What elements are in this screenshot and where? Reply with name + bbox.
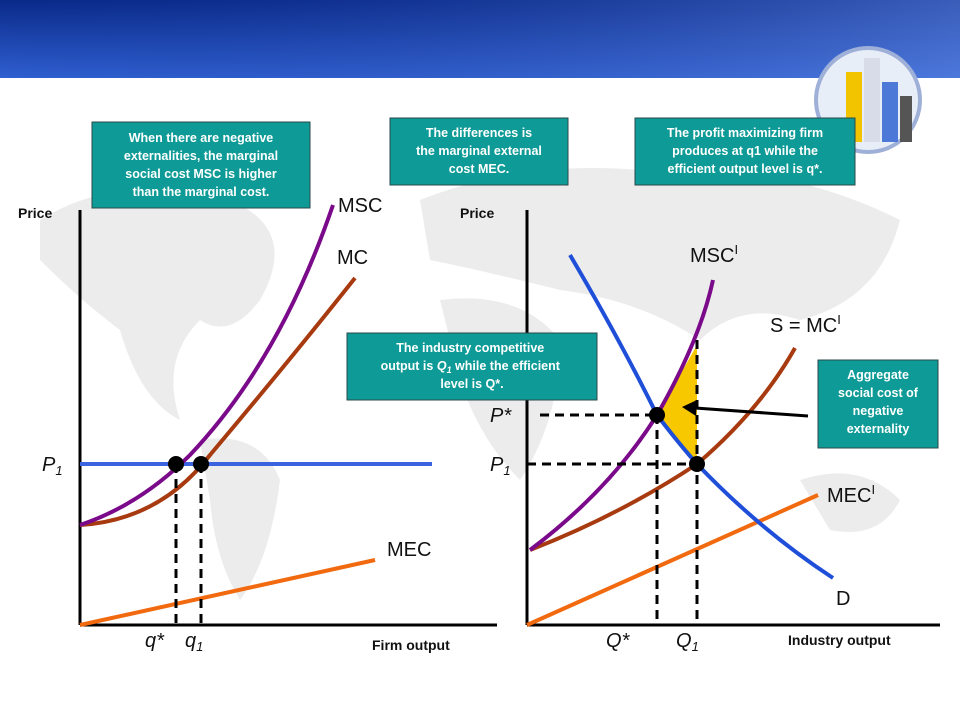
text-part: while the efficient [452,359,561,373]
note-text: The industry competitive output is Q1 wh… [381,341,564,391]
quantity-label: q1 [185,630,203,654]
x-label: Firm output [372,637,450,653]
mec-curve [79,558,376,627]
text-part: social cost of [838,386,919,400]
text-part: P [42,454,56,476]
point [168,456,184,472]
text-part: level is Q*. [440,377,503,391]
text-part: externalities, the marginal [124,149,278,163]
price-label: P1 [42,454,63,478]
msc-curve [79,204,335,527]
note-text: When there are negative externalities, th… [124,131,278,199]
demand-curve [568,253,835,580]
text-part: externality [847,422,910,436]
mec-curve [526,493,819,627]
text-part: Aggregate [847,368,909,382]
text-part: efficient output level is q*. [668,162,823,176]
arrow-head [682,400,697,416]
quantity-label: Q* [606,630,631,652]
text-part: produces at q1 while the [672,144,818,158]
text-part: I [871,482,875,497]
text-part: MEC [827,485,871,507]
note-box: When there are negative externalities, th… [91,121,311,209]
text-part: the marginal external [416,144,542,158]
note-box: The industry competitive output is Q1 wh… [346,332,598,401]
curve-label: S = MCI [770,312,841,337]
text-part: cost MEC. [449,162,509,176]
note-text: The differences is the marginal external c… [416,126,542,176]
note-box: The differences is the marginal external c… [389,117,569,186]
text-part: output is [381,359,437,373]
note-box: The profit maximizing firm produces at q1… [634,117,856,186]
text-part: social cost MSC is higher [125,167,277,181]
text-part: P [490,454,504,476]
curve-label: MEC [387,539,431,561]
arrow [694,406,809,418]
text-part: Q [437,359,447,373]
text-part: I [734,242,738,257]
curve-label: MECI [827,482,875,507]
world-map [40,168,900,600]
mc-curve [79,276,357,527]
curve-label: MSCI [690,242,738,267]
text-part: 1 [447,365,452,375]
note-box: Aggregate social cost of negative externali… [817,359,939,449]
text-part: than the marginal cost. [133,185,270,199]
curve-label: D [836,588,850,610]
industry-panel: Price Industry output MSCI S = MCI MECI … [460,205,940,654]
quantity-label: Q1 [676,630,699,654]
text-part: The profit maximizing firm [667,126,823,140]
text-part: 1 [503,463,510,478]
point [649,407,665,423]
text-part: negative [853,404,904,418]
text-part: MSC [690,245,734,267]
curve-label: MC [337,247,368,269]
text-part: I [837,312,841,327]
quantity-label: q* [145,630,165,652]
text-part: The differences is [426,126,532,140]
text-part: S = MC [770,315,837,337]
y-label: Price [460,205,494,221]
text-part: q [185,630,196,652]
header-shine [0,0,960,78]
text-part: Q [676,630,692,652]
note-text: The profit maximizing firm produces at q1… [667,126,823,176]
text-part: 1 [692,639,699,654]
text-part: 1 [196,639,203,654]
point [689,456,705,472]
point [193,456,209,472]
price-label: P1 [490,454,511,478]
text-part: The industry competitive [396,341,544,355]
note-text: Aggregate social cost of negative externali… [838,368,919,436]
text-part: 1 [55,463,62,478]
curve-label: MSC [338,195,382,217]
price-label: P* [490,405,512,427]
firm-panel: Price Firm output MSC MC MEC P1 q* q1 [18,195,497,654]
y-label: Price [18,205,52,221]
text-part: When there are negative [129,131,274,145]
x-label: Industry output [788,632,891,648]
shaded-area [657,345,697,464]
